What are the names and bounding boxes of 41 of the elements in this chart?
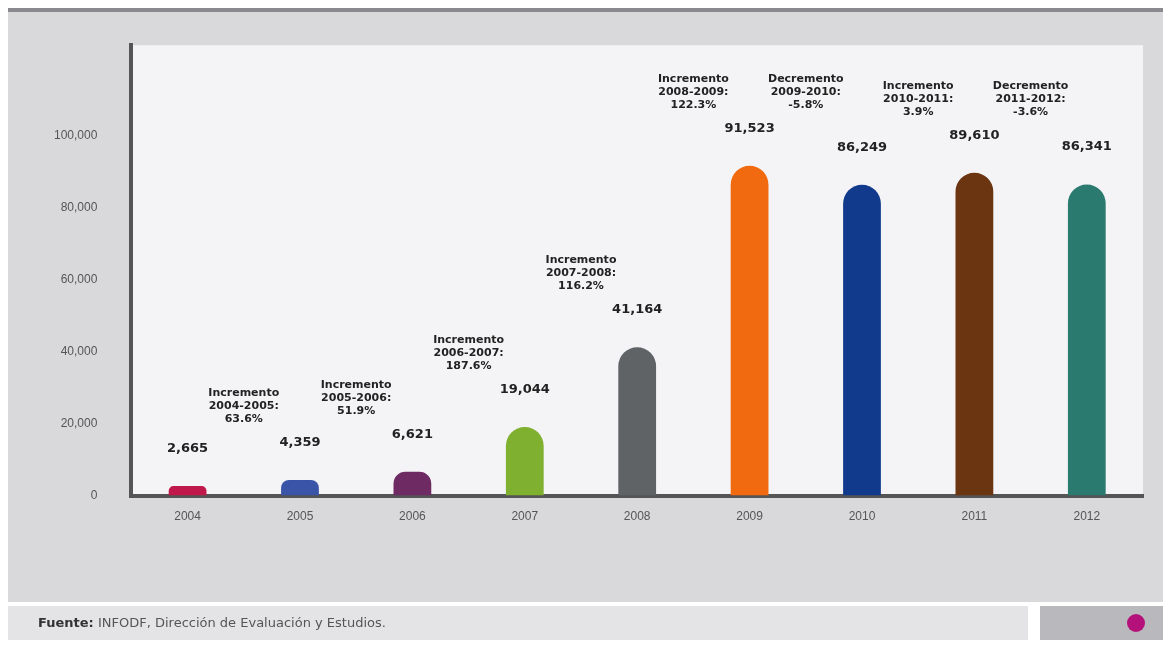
data-label: 6,621	[391, 425, 433, 441]
x-tick-label: 2005	[286, 509, 314, 524]
data-label: 91,523	[724, 119, 775, 135]
data-label: 89,610	[949, 126, 1000, 142]
annotation: Incremento 2010-2011: 3.9%	[882, 78, 955, 118]
y-tick-label: 60,000	[60, 271, 98, 286]
bar	[505, 426, 544, 496]
annotation: Decremento 2011-2012: -3.6%	[992, 78, 1069, 118]
x-tick-label: 2012	[1073, 509, 1101, 524]
y-tick-label: 20,000	[60, 415, 98, 430]
x-tick-label: 2011	[961, 509, 988, 524]
data-label: 86,249	[836, 138, 888, 154]
data-label: 41,164	[612, 301, 663, 317]
x-tick-label: 2010	[848, 509, 876, 524]
y-tick-label: 40,000	[60, 343, 98, 358]
x-tick-label: 2007	[511, 509, 539, 524]
annotation: Decremento 2009-2010: -5.8%	[768, 71, 845, 111]
y-tick-label: 80,000	[60, 199, 98, 214]
annotation: Incremento 2007-2008: 116.2%	[545, 253, 617, 293]
bar	[1067, 184, 1106, 496]
annotation: Incremento 2008-2009: 122.3%	[657, 71, 730, 111]
x-tick-label: 2008	[623, 509, 651, 524]
x-tick-label: 2009	[736, 509, 764, 524]
bar	[618, 347, 657, 496]
annotation: Incremento 2005-2006: 51.9%	[320, 377, 393, 417]
x-tick-label: 2004	[174, 509, 202, 524]
x-tick-label: 2006	[399, 509, 427, 524]
source-note: Fuente: INFODF, Dirección de Evaluación y Estudios.	[8, 606, 1028, 640]
annotation: Incremento 2004-2005: 63.6%	[208, 385, 280, 425]
bar	[955, 172, 994, 496]
bar	[281, 479, 319, 496]
bar	[168, 486, 207, 496]
y-tick-label: 100,000	[53, 127, 98, 142]
annotation: Incremento 2006-2007: 187.6%	[433, 332, 505, 372]
y-tick-label: 0	[90, 487, 98, 502]
data-label: 4,359	[279, 433, 321, 449]
data-label: 86,341	[1061, 138, 1112, 154]
bar	[730, 165, 769, 496]
bar	[843, 184, 881, 496]
data-label: 2,665	[167, 440, 209, 455]
data-label: 19,044	[499, 380, 550, 396]
